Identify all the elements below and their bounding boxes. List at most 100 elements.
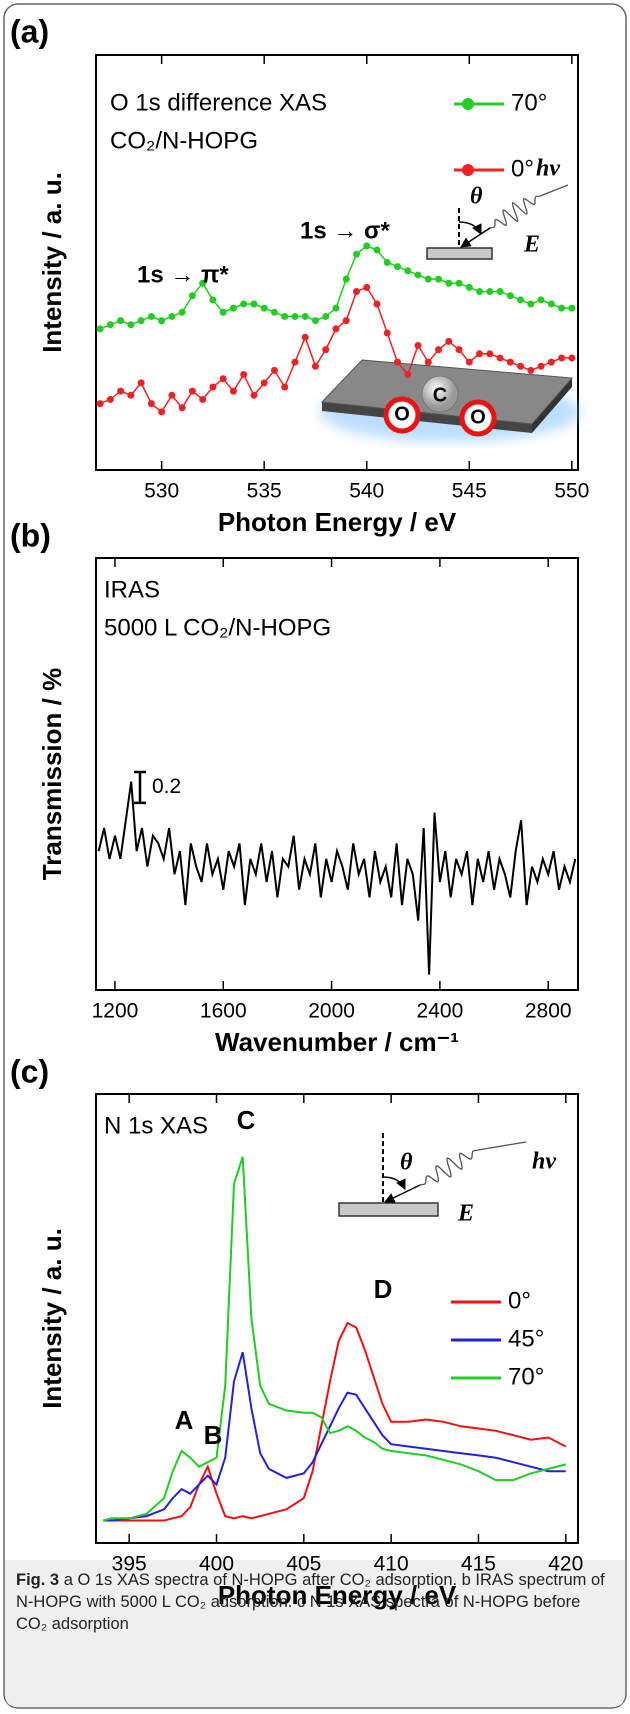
data-point: [137, 379, 145, 387]
data-point: [465, 358, 473, 366]
x-tick-label: 550: [554, 480, 589, 503]
x-tick-label: 395: [112, 1553, 147, 1576]
data-point: [158, 317, 166, 325]
caption-background: [5, 1560, 625, 1707]
legend-label: 45°: [508, 1325, 544, 1352]
data-point: [547, 358, 555, 366]
data-point: [322, 346, 330, 354]
data-point: [250, 300, 258, 308]
data-point: [168, 391, 176, 399]
data-point: [517, 296, 525, 304]
caption: Fig. 3 a O 1s XAS spectra of N-HOPG afte…: [16, 1569, 614, 1635]
incident-arrow: [460, 227, 491, 248]
y-axis-label: Intensity / a. u.: [37, 172, 67, 353]
x-axis-label: Photon Energy / eV: [218, 1580, 457, 1610]
data-point: [188, 387, 196, 395]
y-axis-label: Transmission / %: [37, 668, 67, 880]
data-point: [558, 354, 566, 362]
annotation: D: [374, 1274, 393, 1304]
data-point: [537, 362, 545, 370]
data-point: [260, 304, 268, 312]
y-axis-label: Intensity / a. u.: [37, 1228, 67, 1409]
data-point: [127, 321, 135, 329]
substrate-side: [532, 378, 572, 433]
data-point: [476, 350, 484, 358]
data-point: [311, 317, 319, 325]
data-point: [404, 371, 412, 379]
data-point: [424, 275, 432, 283]
x-tick-label: 540: [349, 480, 384, 503]
data-point: [435, 346, 443, 354]
data-point: [117, 387, 125, 395]
data-point: [435, 275, 443, 283]
data-point: [209, 383, 217, 391]
data-point: [568, 354, 576, 362]
data-point: [240, 300, 248, 308]
legend-label: 0°: [511, 155, 534, 182]
data-point: [496, 288, 504, 296]
caption-text: a O 1s XAS spectra of N-HOPG after CO₂ a…: [16, 1571, 605, 1633]
data-point: [527, 300, 535, 308]
data-point: [199, 395, 207, 403]
data-point: [178, 404, 186, 412]
annotation: 1s → σ*: [300, 217, 390, 244]
annotation: CO₂/N-HOPG: [110, 127, 258, 154]
panel-label: (c): [10, 1053, 49, 1089]
series-line: [102, 1156, 567, 1522]
sample-plate: [426, 247, 493, 260]
data-point: [178, 308, 186, 316]
x-tick-label: 420: [548, 1553, 583, 1576]
annotation: E: [457, 1201, 474, 1227]
data-point: [455, 346, 463, 354]
data-point: [332, 304, 340, 312]
data-point: [424, 358, 432, 366]
data-point: [496, 354, 504, 362]
data-point: [414, 342, 422, 349]
data-point: [147, 400, 155, 408]
data-point: [394, 358, 402, 366]
plot-frame: [95, 54, 579, 471]
data-point: [558, 304, 566, 312]
x-tick-label: 2400: [417, 1000, 464, 1023]
x-tick-label: 410: [374, 1553, 409, 1576]
x-tick-label: 400: [199, 1553, 234, 1576]
data-point: [199, 279, 207, 287]
data-point: [465, 283, 473, 291]
data-point: [291, 358, 299, 366]
data-point: [352, 288, 360, 296]
legend-marker: [462, 98, 474, 110]
data-point: [383, 259, 391, 266]
data-point: [270, 308, 278, 316]
legend-label: 0°: [508, 1287, 531, 1314]
annotation: 5000 L CO₂/N-HOPG: [104, 614, 331, 641]
data-point: [476, 288, 484, 296]
x-tick-label: 535: [247, 480, 282, 503]
series-line: [103, 1351, 566, 1522]
data-point: [291, 312, 299, 320]
data-point: [311, 362, 319, 370]
data-point: [96, 325, 104, 333]
data-point: [106, 395, 114, 403]
data-point: [158, 408, 166, 416]
data-point: [352, 250, 360, 258]
data-point: [342, 317, 350, 325]
data-point: [209, 296, 217, 304]
annotation: A: [175, 1405, 194, 1435]
legend-label: 70°: [508, 1363, 544, 1390]
data-point: [137, 317, 145, 325]
angle-arc: [458, 221, 482, 235]
data-point: [394, 263, 402, 271]
x-tick-label: 405: [286, 1553, 321, 1576]
sample-plate: [338, 1202, 439, 1217]
series-line: [97, 781, 577, 975]
angle-arc: [382, 1176, 406, 1190]
oxygen-atom: [383, 396, 421, 434]
scale-bar: [134, 770, 146, 805]
legend-marker: [462, 164, 474, 176]
data-point: [414, 271, 422, 279]
figure-border: [3, 3, 627, 1709]
data-point: [229, 387, 237, 395]
series-line: [103, 1321, 567, 1522]
data-point: [270, 366, 278, 374]
